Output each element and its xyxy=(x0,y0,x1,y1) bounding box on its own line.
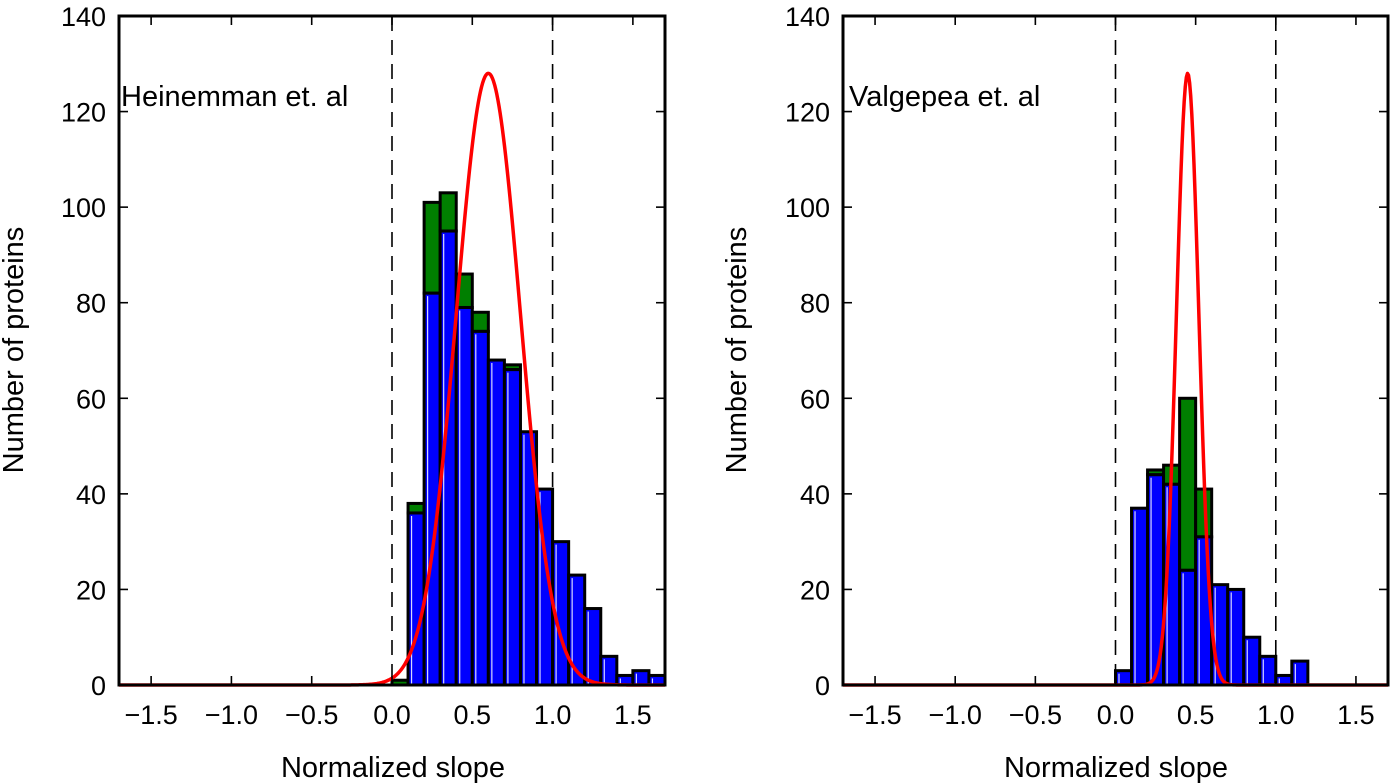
y-axis-label: Number of proteins xyxy=(721,227,753,474)
plot-area: −1.5 −1.0 −0.5 0.0 0.5 1.0 1.5 0 20 40 60 80 100 120 1… xyxy=(785,2,1390,730)
bar-blue xyxy=(1258,654,1278,687)
x-tick-label: −1.0 xyxy=(929,700,982,730)
x-tick-label: 0.0 xyxy=(373,700,411,730)
y-tick-label: 40 xyxy=(800,480,830,510)
x-axis-label: Normalized slope xyxy=(281,752,505,784)
x-tick-label: 1.0 xyxy=(534,700,572,730)
y-tick-label: 140 xyxy=(785,2,830,32)
y-tick-label: 120 xyxy=(61,98,106,128)
bar-blue xyxy=(406,511,426,687)
bar-blue xyxy=(1130,506,1150,687)
left-panel: −1.5 −1.0 −0.5 0.0 0.5 1.0 1.5 0 20 40 60 80 100 120 1… xyxy=(0,2,667,784)
right-panel: −1.5 −1.0 −0.5 0.0 0.5 1.0 1.5 0 20 40 60 80 100 120 1… xyxy=(721,2,1390,784)
bar-blue xyxy=(422,291,442,687)
bar-blue xyxy=(1178,568,1198,687)
y-axis-label: Number of proteins xyxy=(0,227,30,474)
x-tick-label: 1.5 xyxy=(614,700,652,730)
panel-annotation: Valgepea et. al xyxy=(849,81,1040,113)
y-tick-label: 80 xyxy=(76,289,106,319)
x-tick-label: −1.5 xyxy=(124,700,177,730)
x-tick-label: 0.5 xyxy=(454,700,492,730)
bar-blue xyxy=(599,654,619,687)
y-tick-label: 20 xyxy=(76,575,106,605)
bar-blue xyxy=(1290,659,1310,687)
y-tick-label: 100 xyxy=(61,193,106,223)
y-tick-label: 0 xyxy=(815,671,830,701)
bar-green xyxy=(1178,396,1198,572)
bar-green xyxy=(422,200,442,295)
bar-green xyxy=(470,310,490,333)
x-tick-label: −0.5 xyxy=(285,700,338,730)
y-tick-label: 100 xyxy=(785,193,830,223)
bar-blue xyxy=(454,305,474,687)
x-tick-label: −0.5 xyxy=(1009,700,1062,730)
bar-blue xyxy=(1226,587,1246,687)
x-tick-label: 0.5 xyxy=(1177,700,1215,730)
y-tick-label: 120 xyxy=(785,98,830,128)
bar-blue xyxy=(1114,669,1134,687)
x-tick-label: 1.0 xyxy=(1257,700,1295,730)
y-tick-label: 40 xyxy=(76,480,106,510)
y-tick-label: 0 xyxy=(91,671,106,701)
x-tick-label: 0.0 xyxy=(1097,700,1135,730)
bar-blue xyxy=(583,607,603,687)
bar-blue xyxy=(631,669,651,687)
x-tick-label: 1.5 xyxy=(1337,700,1375,730)
plot-area: −1.5 −1.0 −0.5 0.0 0.5 1.0 1.5 0 20 40 60 80 100 120 1… xyxy=(61,2,667,730)
x-tick-label: −1.5 xyxy=(848,700,901,730)
y-tick-label: 140 xyxy=(61,2,106,32)
bar-green xyxy=(438,191,458,233)
bar-blue xyxy=(1242,635,1262,687)
y-tick-label: 80 xyxy=(800,289,830,319)
bar-blue xyxy=(486,358,506,687)
y-tick-label: 60 xyxy=(76,384,106,414)
y-tick-label: 60 xyxy=(800,384,830,414)
bar-blue xyxy=(470,329,490,687)
bar-blue xyxy=(502,368,522,687)
x-axis-label: Normalized slope xyxy=(1004,752,1228,784)
x-tick-label: −1.0 xyxy=(205,700,258,730)
panel-annotation: Heinemman et. al xyxy=(121,81,348,113)
y-tick-label: 20 xyxy=(800,575,830,605)
